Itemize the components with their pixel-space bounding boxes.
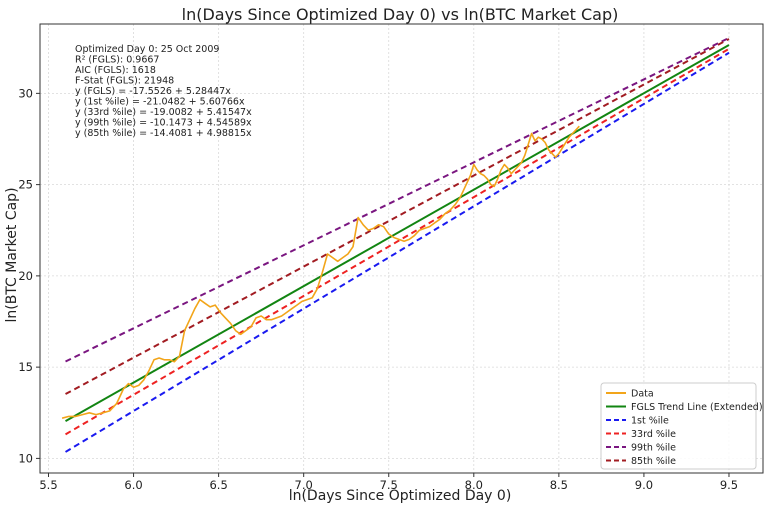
line-1st-ile [65,51,730,453]
y-tick-label: 10 [18,451,33,465]
legend-entry: Data [631,389,654,400]
x-tick-label: 7.0 [295,478,313,492]
y-tick-label: 20 [18,269,33,283]
annotation-line: y (FGLS) = -17.5526 + 5.28447x [75,86,231,97]
axis-ticks: 5.5 6.0 6.5 7.0 7.5 8.0 8.5 9.0 9.5 10 15 20 25 30 [18,86,738,492]
annotation-line: y (1st %ile) = -21.0482 + 5.60766x [75,97,245,108]
annotation-line: y (99th %ile) = -10.1473 + 4.54589x [75,118,252,129]
line-33rd-ile [65,47,730,436]
x-axis-label: ln(Days Since Optimized Day 0) [289,488,512,504]
line-99th-ile [65,36,730,363]
x-tick-label: 8.0 [465,478,483,492]
x-tick-label: 9.0 [635,478,653,492]
y-axis-label: ln(BTC Market Cap) [4,187,20,322]
x-tick-label: 9.5 [720,478,738,492]
plot-frame [39,23,764,474]
annotation-line: Optimized Day 0: 25 Oct 2009 [75,44,219,55]
annotation-line: y (33rd %ile) = -19.0082 + 5.41547x [75,107,252,118]
x-tick-label: 5.5 [39,478,57,492]
line-85th-ile [65,38,730,395]
legend-entry: FGLS Trend Line (Extended) [631,402,763,413]
annotation-line: AIC (FGLS): 1618 [75,65,156,76]
annotation-line: R² (FGLS): 0.9667 [75,55,159,66]
line-fgls-trend-line-extended [65,44,730,423]
x-tick-label: 6.5 [209,478,227,492]
y-tick-label: 15 [18,360,33,374]
grid [40,24,763,473]
annotation-line: F-Stat (FGLS): 21948 [75,76,174,87]
x-tick-label: 7.5 [380,478,398,492]
legend-entry: 33rd %ile [631,429,676,440]
line-data [61,125,580,419]
legend-entry: 99th %ile [631,443,676,454]
y-tick-label: 25 [18,178,33,192]
x-tick-label: 6.0 [124,478,142,492]
legend-box [600,382,757,470]
chart-title: ln(Days Since Optimized Day 0) vs ln(BTC… [182,5,619,24]
legend: Data FGLS Trend Line (Extended) 1st %ile 33… [600,382,763,470]
y-tick-label: 30 [18,86,33,100]
annotation-line: y (85th %ile) = -14.4081 + 4.98815x [75,128,252,139]
legend-entry: 85th %ile [631,456,676,467]
legend-entry: 1st %ile [631,416,669,427]
x-tick-label: 8.5 [550,478,568,492]
series-lines [61,36,730,453]
